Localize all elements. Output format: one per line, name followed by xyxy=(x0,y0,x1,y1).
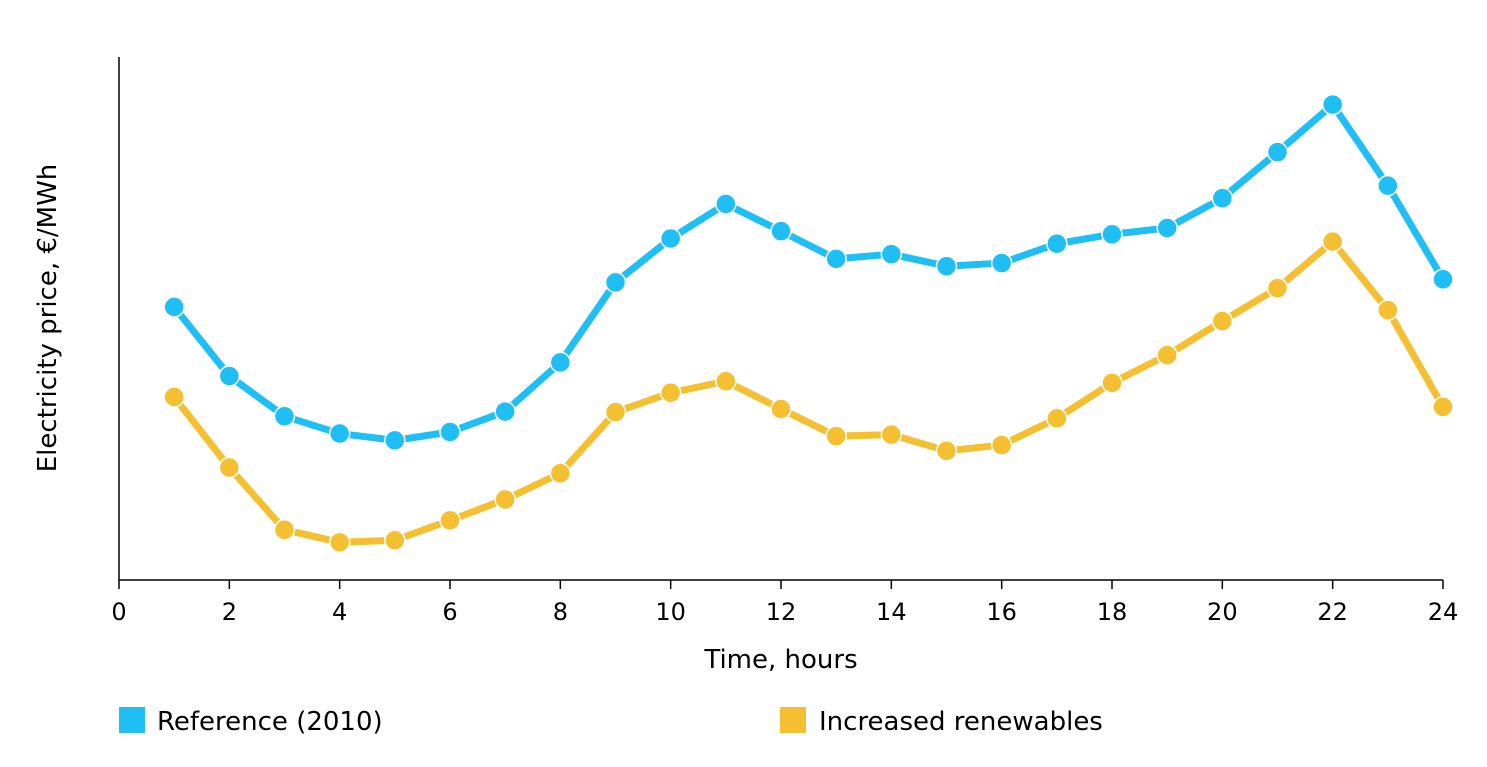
data-point xyxy=(990,434,1013,456)
data-point xyxy=(770,398,792,420)
x-ticks: 0 2 4 6 8 10 12 14 16 18 20 22 24 xyxy=(111,580,1458,626)
data-point xyxy=(1101,372,1123,394)
series-0 xyxy=(163,93,1454,452)
x-tick-label: 6 xyxy=(442,598,457,626)
data-point xyxy=(494,400,516,423)
data-point xyxy=(1156,217,1178,239)
data-point xyxy=(384,429,406,452)
data-point xyxy=(935,255,958,277)
data-point xyxy=(1211,187,1234,209)
data-point xyxy=(659,227,682,250)
data-point xyxy=(1046,407,1068,430)
data-point xyxy=(273,405,296,428)
y-axis-title: Electricity price, €/MWh xyxy=(33,164,63,473)
data-point xyxy=(549,462,572,485)
x-tick-label: 22 xyxy=(1317,598,1348,626)
data-point xyxy=(549,351,572,374)
legend-label-reference: Reference (2010) xyxy=(157,707,383,737)
data-point xyxy=(163,386,185,408)
data-point xyxy=(1432,268,1454,291)
data-point xyxy=(825,425,847,447)
data-point xyxy=(163,296,185,318)
data-point xyxy=(1156,344,1178,366)
x-tick-label: 8 xyxy=(553,598,568,626)
data-point xyxy=(1266,141,1289,163)
data-point xyxy=(604,401,627,423)
data-point xyxy=(218,365,241,387)
data-point xyxy=(494,488,516,511)
x-tick-label: 0 xyxy=(111,598,126,626)
data-point xyxy=(1432,396,1454,418)
x-tick-label: 4 xyxy=(332,598,347,626)
x-tick-label: 20 xyxy=(1207,598,1238,626)
data-point xyxy=(1321,93,1344,116)
series-layer xyxy=(163,93,1454,554)
x-tick-label: 16 xyxy=(986,598,1017,626)
data-point xyxy=(1377,299,1399,321)
x-tick-label: 2 xyxy=(222,598,237,626)
data-point xyxy=(273,519,296,541)
x-tick-label: 12 xyxy=(766,598,797,626)
data-point xyxy=(659,382,682,404)
data-point xyxy=(328,422,351,445)
data-point xyxy=(1266,277,1289,299)
x-tick-label: 24 xyxy=(1428,598,1459,626)
data-point xyxy=(825,248,847,270)
x-tick-label: 10 xyxy=(655,598,686,626)
data-point xyxy=(1211,310,1234,332)
series-line-0 xyxy=(171,101,1447,444)
legend-item-increased-renewables: Increased renewables xyxy=(780,707,1103,737)
data-point xyxy=(880,423,903,446)
legend-swatch-increased-renewables xyxy=(780,707,806,733)
series-1 xyxy=(163,230,1454,554)
data-point xyxy=(1101,223,1123,246)
data-point xyxy=(990,252,1013,274)
legend-swatch-reference xyxy=(119,707,145,733)
data-point xyxy=(328,531,351,554)
x-tick-label: 18 xyxy=(1097,598,1128,626)
data-point xyxy=(218,456,241,479)
data-point xyxy=(1377,174,1399,197)
legend: Reference (2010) Increased renewables xyxy=(119,707,1103,737)
series-line-1 xyxy=(171,238,1447,546)
x-axis-title: Time, hours xyxy=(703,645,857,675)
legend-item-reference: Reference (2010) xyxy=(119,707,383,737)
legend-label-increased-renewables: Increased renewables xyxy=(819,707,1103,737)
data-point xyxy=(770,220,792,242)
data-point xyxy=(1046,232,1068,255)
data-point xyxy=(1321,230,1344,253)
data-point xyxy=(384,529,406,552)
data-point xyxy=(715,370,737,393)
data-point xyxy=(880,243,903,265)
data-point xyxy=(935,440,958,462)
data-point xyxy=(439,421,461,443)
data-point xyxy=(604,271,627,294)
axes xyxy=(118,57,1443,581)
x-tick-label: 14 xyxy=(876,598,907,626)
data-point xyxy=(439,509,461,532)
data-point xyxy=(715,193,737,215)
